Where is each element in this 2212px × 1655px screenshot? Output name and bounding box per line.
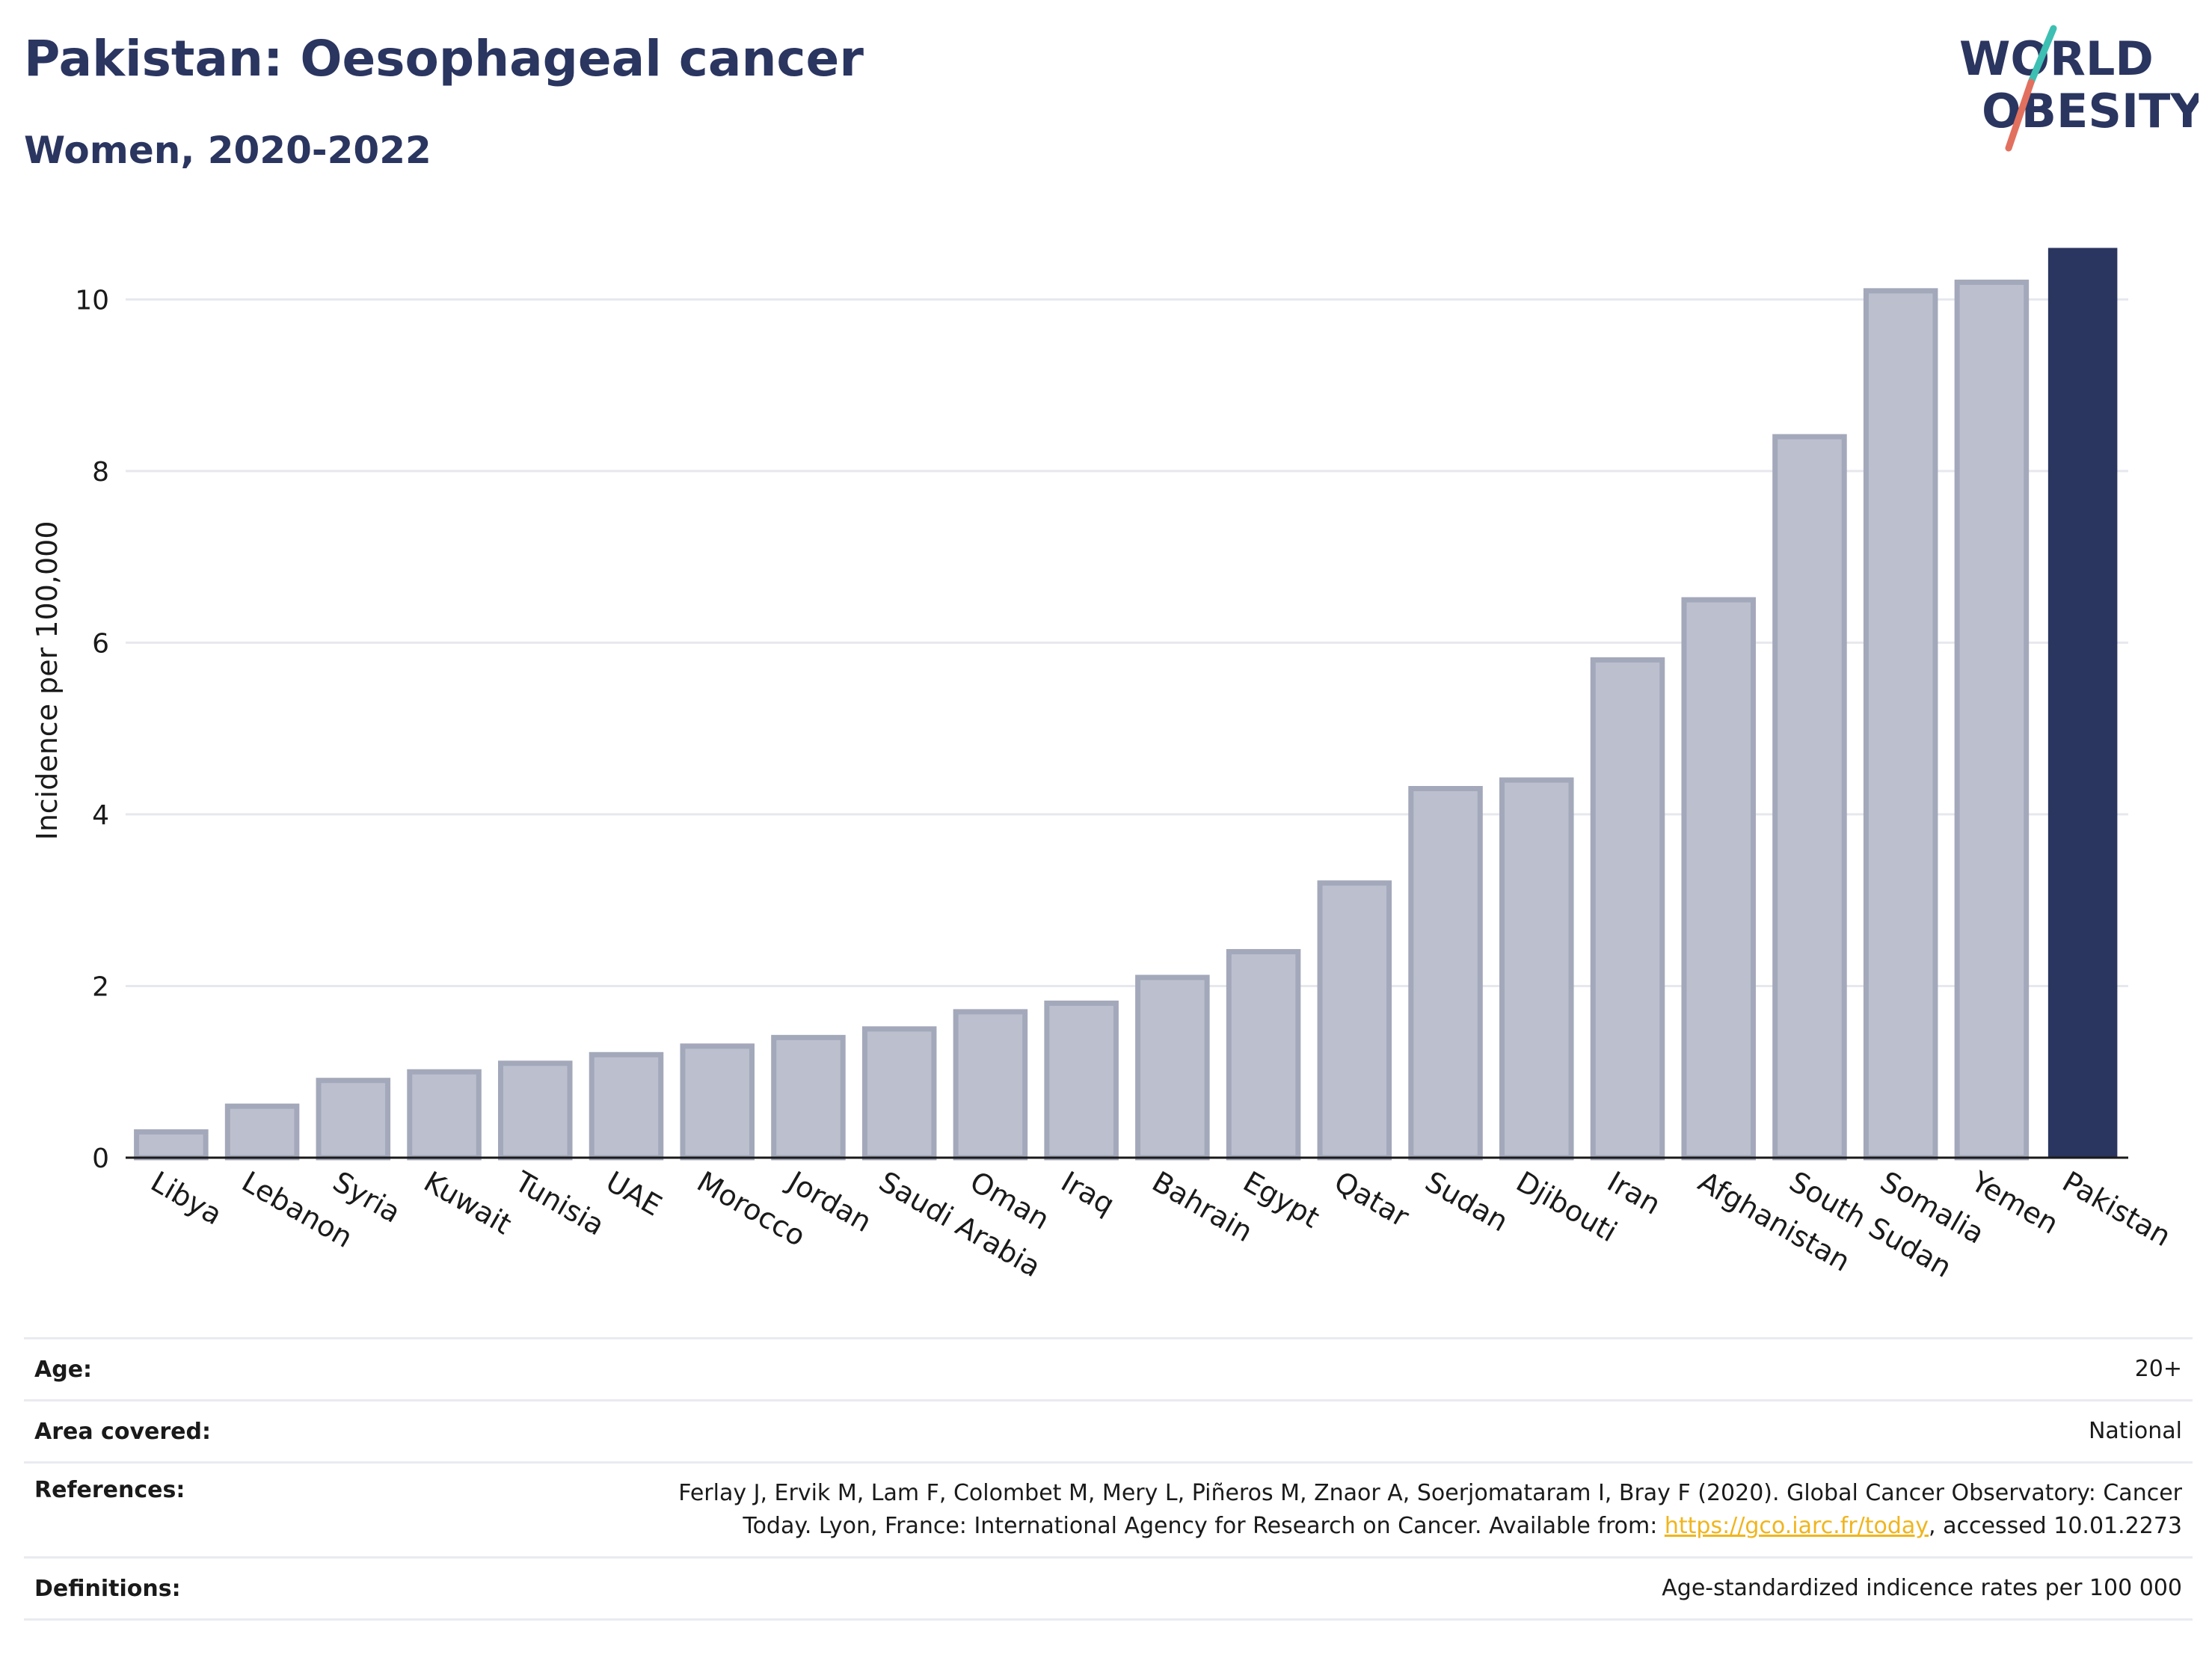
- x-tick-label: Libya: [145, 1165, 227, 1232]
- bar-morocco: [680, 1043, 755, 1161]
- logo-slash-red: [2005, 79, 2035, 152]
- bar-bahrain: [1135, 974, 1210, 1161]
- x-tick-label: Afghanistan: [1693, 1165, 1856, 1278]
- references-link[interactable]: https://gco.iarc.fr/today: [1664, 1513, 1929, 1539]
- age-value: 20+: [2134, 1356, 2182, 1382]
- bar-djibouti: [1499, 777, 1574, 1161]
- bar-somalia: [1863, 288, 1938, 1161]
- page-subtitle: Women, 2020-2022: [24, 129, 431, 172]
- bar-sudan: [1408, 786, 1483, 1161]
- x-tick-label: Qatar: [1329, 1165, 1415, 1234]
- bar-south-sudan: [1772, 434, 1847, 1161]
- x-tick-label: Iraq: [1056, 1165, 1120, 1221]
- x-tick-label: Sudan: [1420, 1165, 1514, 1238]
- bar-jordan: [771, 1034, 846, 1161]
- bar-syria: [316, 1078, 391, 1161]
- y-tick-label: 6: [92, 628, 109, 659]
- x-tick-label: Kuwait: [419, 1165, 517, 1241]
- bar-libya: [134, 1129, 209, 1161]
- x-tick-label: Djibouti: [1511, 1165, 1623, 1249]
- definitions-value: Age-standardized indicence rates per 100…: [1662, 1575, 2182, 1601]
- world-obesity-logo: WORLD OBESITY: [1959, 25, 2199, 152]
- references-line2-pre: Today. Lyon, France: International Agenc…: [743, 1513, 1665, 1539]
- bar-iran: [1590, 657, 1665, 1161]
- bar-afghanistan: [1681, 597, 1756, 1161]
- info-table: Age: 20+ Area covered: National Referenc…: [24, 1337, 2193, 1621]
- bar-tunisia: [498, 1060, 573, 1161]
- area-value: National: [2088, 1418, 2182, 1444]
- references-value: Ferlay J, Ervik M, Lam F, Colombet M, Me…: [678, 1477, 2182, 1543]
- bar-egypt: [1226, 949, 1301, 1161]
- bar-uae: [589, 1051, 664, 1161]
- logo-slash-teal: [2027, 25, 2057, 86]
- y-tick-label: 0: [92, 1143, 109, 1174]
- y-tick-label: 2: [92, 971, 109, 1002]
- references-line1: Ferlay J, Ervik M, Lam F, Colombet M, Me…: [678, 1480, 2182, 1506]
- info-row-age: Age: 20+: [24, 1337, 2193, 1399]
- age-label: Age:: [34, 1356, 93, 1383]
- definitions-label: Definitions:: [34, 1575, 181, 1602]
- references-line2-post: , accessed 10.01.2273: [1929, 1513, 2182, 1539]
- references-label: References:: [34, 1477, 185, 1503]
- y-tick-label: 4: [92, 800, 109, 831]
- y-tick-label: 8: [92, 457, 109, 488]
- y-axis-label: Incidence per 100,000: [31, 521, 64, 840]
- bar-lebanon: [224, 1103, 300, 1161]
- bar-qatar: [1317, 880, 1392, 1161]
- info-row-definitions: Definitions: Age-standardized indicence …: [24, 1556, 2193, 1621]
- logo-line1: WORLD: [1959, 31, 2154, 86]
- bar-saudi-arabia: [861, 1026, 937, 1161]
- area-label: Area covered:: [34, 1418, 211, 1445]
- x-tick-label: Tunisia: [509, 1164, 609, 1242]
- x-tick-label: UAE: [600, 1165, 667, 1223]
- x-tick-label: Pakistan: [2057, 1165, 2177, 1253]
- x-tick-label: Bahrain: [1146, 1165, 1258, 1249]
- info-row-area: Area covered: National: [24, 1399, 2193, 1461]
- bar-yemen: [1954, 279, 2030, 1161]
- bar-oman: [953, 1009, 1028, 1161]
- info-row-references: References: Ferlay J, Ervik M, Lam F, Co…: [24, 1461, 2193, 1556]
- page-title: Pakistan: Oesophageal cancer: [24, 30, 864, 87]
- bar-pakistan: [2047, 248, 2118, 1158]
- y-tick-label: 10: [75, 285, 109, 316]
- bars: [134, 248, 2118, 1161]
- bar-kuwait: [407, 1069, 482, 1161]
- bar-iraq: [1044, 1000, 1119, 1161]
